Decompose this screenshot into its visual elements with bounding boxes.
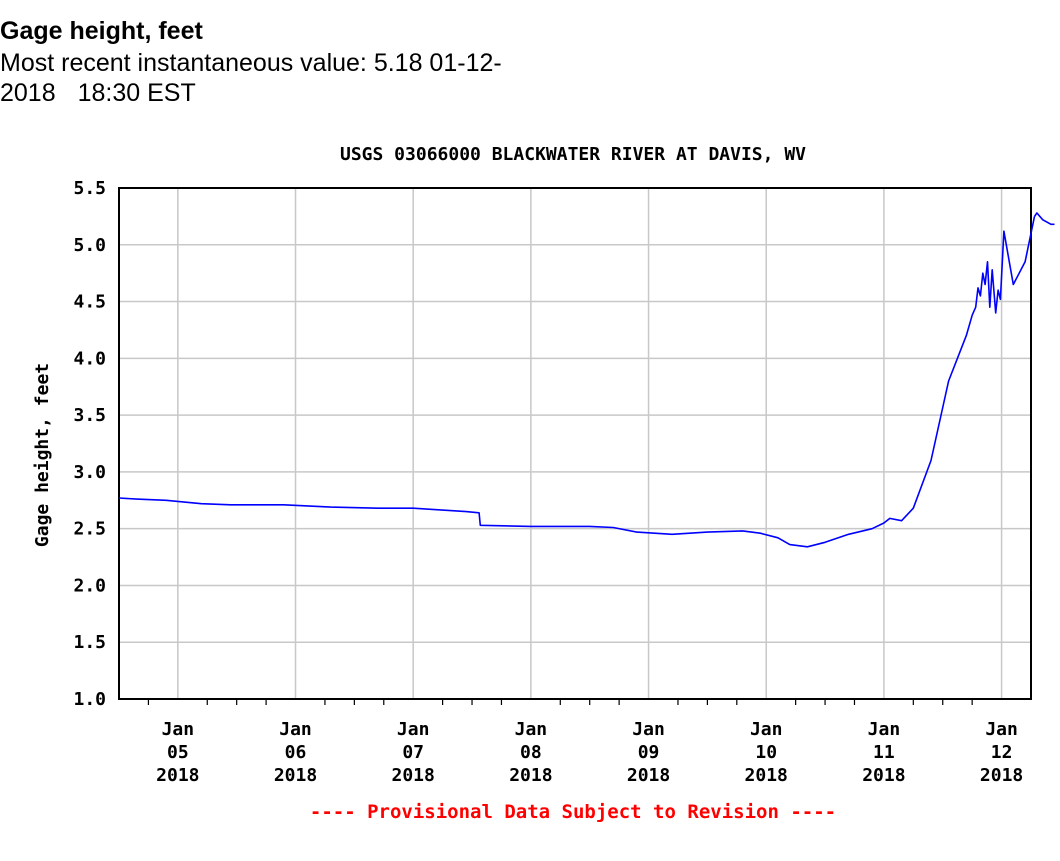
x-tick-label: Jan 09 2018 [627, 719, 670, 786]
y-tick-label: 4.0 [73, 348, 106, 369]
x-tick-label: Jan 08 2018 [509, 719, 552, 786]
y-tick-label: 1.5 [73, 632, 106, 653]
provisional-data-note: ---- Provisional Data Subject to Revisio… [310, 801, 836, 823]
recent-value-date: 2018 [0, 79, 56, 107]
y-tick-label: 4.5 [73, 292, 106, 313]
y-tick-labels: 1.0 1.5 2.0 2.5 3.0 3.5 4.0 4.5 5.0 5.5 [73, 178, 106, 710]
x-tick-labels: Jan 05 2018 Jan 06 2018 Jan 07 2018 Jan 08 2018 Jan 0… [147, 699, 1023, 786]
x-tick-label: Jan 12 2018 [980, 719, 1023, 786]
chart-title: USGS 03066000 BLACKWATER RIVER AT DAVIS,… [340, 144, 806, 165]
x-tick-label: Jan 05 2018 [156, 719, 199, 786]
y-tick-label: 5.5 [73, 178, 106, 199]
grid-lines [119, 188, 1031, 699]
recent-value-time: 18:30 EST [77, 79, 196, 107]
y-tick-label: 1.0 [73, 689, 106, 710]
recent-value-line: Most recent instantaneous value: 5.18 01… [0, 49, 502, 77]
x-tick-label: Jan 06 2018 [274, 719, 317, 786]
y-tick-label: 2.0 [73, 575, 106, 596]
y-axis-label: Gage height, feet [32, 363, 53, 547]
y-tick-label: 3.5 [73, 405, 106, 426]
series-layer [118, 212, 1055, 548]
plot-frame [118, 187, 1032, 700]
recent-value-datetime: 2018 18:30 EST [0, 78, 640, 108]
x-tick-label: Jan 11 2018 [862, 719, 905, 786]
x-tick-label: Jan 10 2018 [745, 719, 788, 786]
series-line [1033, 212, 1055, 226]
series-line [118, 216, 1036, 548]
y-tick-label: 3.0 [73, 462, 106, 483]
x-tick-label: Jan 07 2018 [392, 719, 435, 786]
chart-heading: Gage height, feet [0, 17, 203, 45]
y-tick-label: 2.5 [73, 519, 106, 540]
y-tick-label: 5.0 [73, 235, 106, 256]
header: Gage height, feet Most recent instantane… [0, 14, 640, 108]
